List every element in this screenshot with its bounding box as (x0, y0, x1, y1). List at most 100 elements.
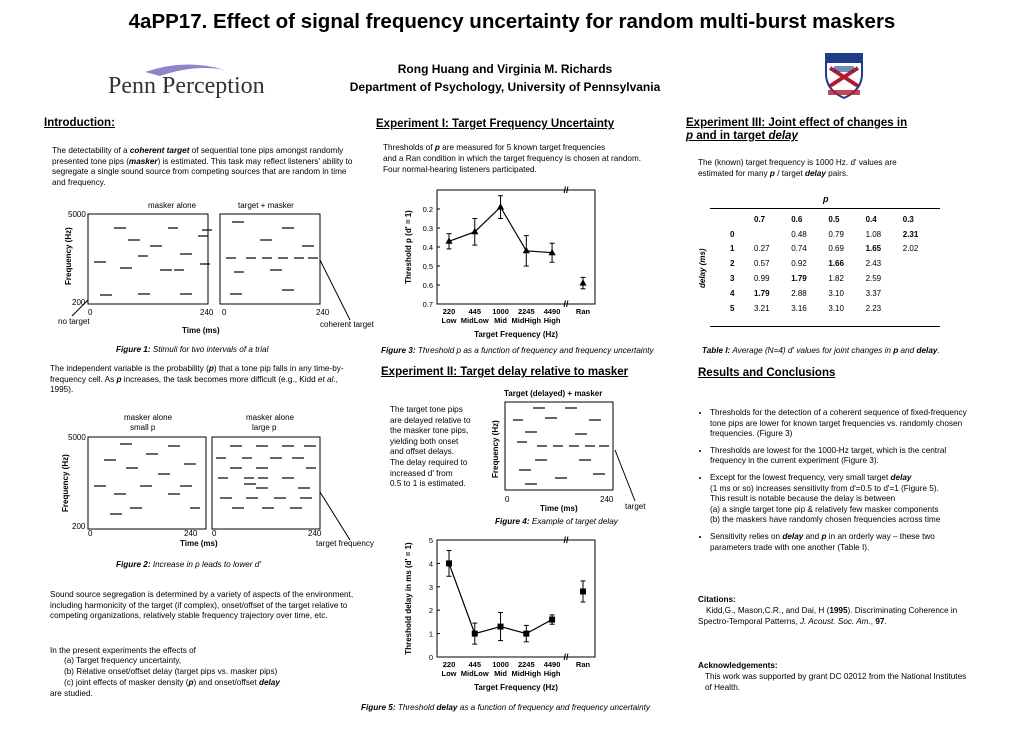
logo-text: Penn Perception (108, 73, 265, 99)
fig1-label-left: masker alone (148, 201, 197, 210)
table-cell: 0.27 (754, 244, 770, 254)
exp3-heading-1: Experiment III: Joint effect of changes … (686, 117, 908, 129)
table-cell: 3.10 (828, 288, 844, 298)
data-point (496, 203, 505, 210)
table-cell (754, 227, 791, 242)
y-tick-label: 4 (429, 559, 433, 568)
table-1-p-header: p (823, 194, 829, 204)
exp2-heading: Experiment II: Target delay relative to … (381, 366, 629, 378)
citations-text: Kidd,G., Mason,C.R., and Dai, H (1995). … (698, 606, 958, 626)
table-cell: 3.21 (754, 303, 770, 313)
fig1-y-axis: Frequency (Hz) (64, 227, 73, 285)
table-cell (903, 301, 940, 316)
fig2-label-right-1: masker alone (246, 413, 295, 422)
intro-paragraph-3: Sound source segregation is determined b… (50, 590, 354, 621)
table-cell: 0.92 (791, 259, 807, 269)
fig4-target: target (625, 502, 646, 511)
result-bullet-4: Sensitivity relies on delay and p in an … (710, 532, 973, 553)
fig1-x0-right: 0 (222, 308, 227, 317)
data-point (471, 630, 478, 637)
data-point (549, 616, 556, 623)
data-point (522, 246, 530, 254)
fig1-target-pips (226, 221, 318, 295)
figure-4: Frequency (Hz) 0 240 Time (ms) target (485, 398, 655, 516)
table-row: 2 0.57 0.92 1.66 2.43 (730, 256, 940, 271)
data-point (579, 279, 587, 286)
y-tick-label: 1 (429, 630, 433, 639)
x-tick-label: 220 (443, 307, 456, 316)
x-tick-label: 4490 (544, 307, 561, 316)
fig1-coherent-target: coherent target (320, 320, 375, 329)
table-row-header: 1 (730, 244, 735, 254)
table-cell: 2.31 (902, 229, 919, 239)
penn-perception-logo: Penn Perception (105, 62, 295, 102)
fig2-label-left-2: small p (130, 423, 156, 432)
table-row: 1 0.27 0.74 0.69 1.65 2.02 (730, 242, 940, 257)
table-cell (903, 271, 940, 286)
y-tick-label: 2 (429, 606, 433, 615)
fig2-label-right-2: large p (252, 423, 277, 432)
x-sub-label: MidHigh (512, 316, 542, 325)
y-tick-label: 0.4 (423, 243, 433, 252)
y-tick-label: 0.6 (423, 281, 433, 290)
table-cell: 0.74 (791, 244, 807, 254)
intro-list-a: (a) Target frequency uncertainty, (64, 656, 182, 665)
exp3-text-1: The (known) target frequency is 1000 Hz.… (698, 158, 897, 167)
fig1-label-right: target + masker (238, 201, 294, 210)
x-tick-label: 2245 (518, 660, 535, 669)
figure-2: masker alone small p masker alone large … (50, 412, 380, 552)
figure-5-chart: // // 0 1 2 3 4 5 220 Low 445 MidLow 1000 Mid 2245 MidH… (395, 530, 625, 700)
result-bullet-2: Thresholds are lowest for the 1000-Hz ta… (710, 446, 973, 467)
plot-frame (436, 539, 596, 658)
fig2-panel-right (211, 436, 321, 530)
table-column-header: 0.4 (865, 214, 877, 224)
result-bullet-1: Thresholds for the detection of a cohere… (710, 408, 973, 440)
results-list: Thresholds for the detection of a cohere… (698, 408, 973, 559)
fig1-no-target: no target (58, 317, 90, 326)
fig4-x-axis: Time (ms) (540, 504, 578, 513)
table-row-header: 5 (730, 303, 735, 313)
x-tick-label: 1000 (492, 307, 509, 316)
y-tick-label: 0.3 (423, 224, 433, 233)
table-column-header: 0.7 (754, 214, 766, 224)
y-tick-label: 0 (429, 653, 433, 662)
intro-list-b: (b) Relative onset/offset delay (target … (64, 667, 278, 676)
figure-4-caption: Figure 4: Example of target delay (495, 517, 618, 526)
data-point (548, 248, 556, 256)
table-cell (903, 286, 940, 301)
table-cell: 3.10 (828, 303, 844, 313)
intro-paragraph-4: In the present experiments the effects o… (50, 646, 196, 655)
table-cell: 3.37 (865, 288, 882, 298)
table-row: 3 0.99 1.79 1.82 2.59 (730, 271, 940, 286)
citations-heading: Citations: (698, 595, 736, 604)
table-cell: 0.48 (791, 229, 807, 239)
axis-break-top: // (564, 535, 570, 545)
intro-paragraph-2: The independent variable is the probabil… (50, 364, 344, 395)
fig2-x240-right: 240 (308, 529, 322, 538)
table-header-row: 0.7 0.6 0.5 0.4 0.3 (730, 212, 940, 227)
table-cell: 2.59 (865, 274, 882, 284)
table-row-header: 3 (730, 274, 735, 284)
x-tick-label: 2245 (518, 307, 535, 316)
x-sub-label: Low (442, 316, 457, 325)
department: Department of Psychology, University of … (349, 80, 661, 94)
table-row-header: 0 (730, 229, 735, 239)
x-sub-label: Mid (494, 669, 507, 678)
fig1-x240: 240 (200, 308, 214, 317)
table-1-grid: 0.7 0.6 0.5 0.4 0.3 0 0.48 0.79 1.08 2.31 1 0.27 0.7… (730, 212, 940, 316)
data-point (497, 623, 504, 630)
table-cell: 0.99 (754, 274, 770, 284)
figure-1-diagram: masker alone target + masker 5000 200 Fr… (58, 201, 375, 335)
figure-1: masker alone target + masker 5000 200 Fr… (50, 200, 380, 335)
fig4-y-axis: Frequency (Hz) (491, 420, 500, 478)
y-axis-label: Threshold delay in ms (d' = 1) (404, 542, 413, 655)
fig1-y-bottom: 200 (72, 298, 86, 307)
fig1-x-axis: Time (ms) (182, 326, 220, 335)
fig2-large-p-pips (216, 445, 316, 509)
x-axis-label: Target Frequency (Hz) (474, 330, 558, 339)
y-tick-label: 5 (429, 536, 433, 545)
table-cell: 1.79 (791, 274, 807, 284)
y-tick-label: 0.7 (423, 300, 433, 309)
x-sub-label: MidLow (461, 669, 489, 678)
x-sub-label: MidHigh (512, 669, 542, 678)
